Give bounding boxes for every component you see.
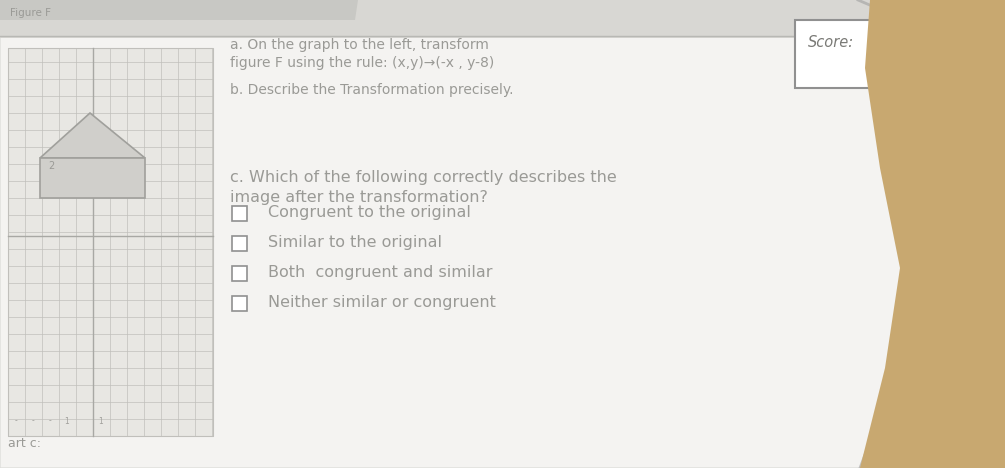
Polygon shape: [0, 0, 920, 468]
Bar: [232, 266, 247, 281]
Text: art c:: art c:: [8, 437, 41, 450]
Text: c. Which of the following correctly describes the: c. Which of the following correctly desc…: [230, 170, 617, 185]
Text: -: -: [48, 417, 51, 425]
Text: Congruent to the original: Congruent to the original: [268, 205, 471, 220]
Text: Figure F: Figure F: [10, 8, 51, 18]
Text: figure F using the rule: (x,y)→(-x , y-8): figure F using the rule: (x,y)→(-x , y-8…: [230, 56, 494, 70]
Bar: [232, 296, 247, 311]
Text: -: -: [31, 417, 34, 425]
Polygon shape: [0, 0, 920, 468]
Polygon shape: [40, 158, 145, 198]
Text: 1: 1: [98, 417, 104, 425]
Text: b. Describe the Transformation precisely.: b. Describe the Transformation precisely…: [230, 83, 514, 97]
Text: 1: 1: [64, 417, 69, 425]
Bar: [232, 236, 247, 251]
Bar: [8, 48, 213, 436]
Text: Similar to the original: Similar to the original: [268, 235, 442, 250]
Text: Neither similar or congruent: Neither similar or congruent: [268, 295, 495, 310]
Polygon shape: [0, 0, 358, 20]
Bar: [795, 20, 925, 88]
Text: Score:: Score:: [808, 35, 854, 50]
Text: a. On the graph to the left, transform: a. On the graph to the left, transform: [230, 38, 488, 52]
Polygon shape: [0, 0, 876, 38]
Text: 2: 2: [48, 161, 54, 171]
Text: -: -: [15, 417, 17, 425]
Text: Both  congruent and similar: Both congruent and similar: [268, 265, 492, 280]
Bar: [232, 206, 247, 221]
Polygon shape: [40, 113, 145, 158]
PathPatch shape: [860, 0, 1005, 468]
Text: image after the transformation?: image after the transformation?: [230, 190, 487, 205]
